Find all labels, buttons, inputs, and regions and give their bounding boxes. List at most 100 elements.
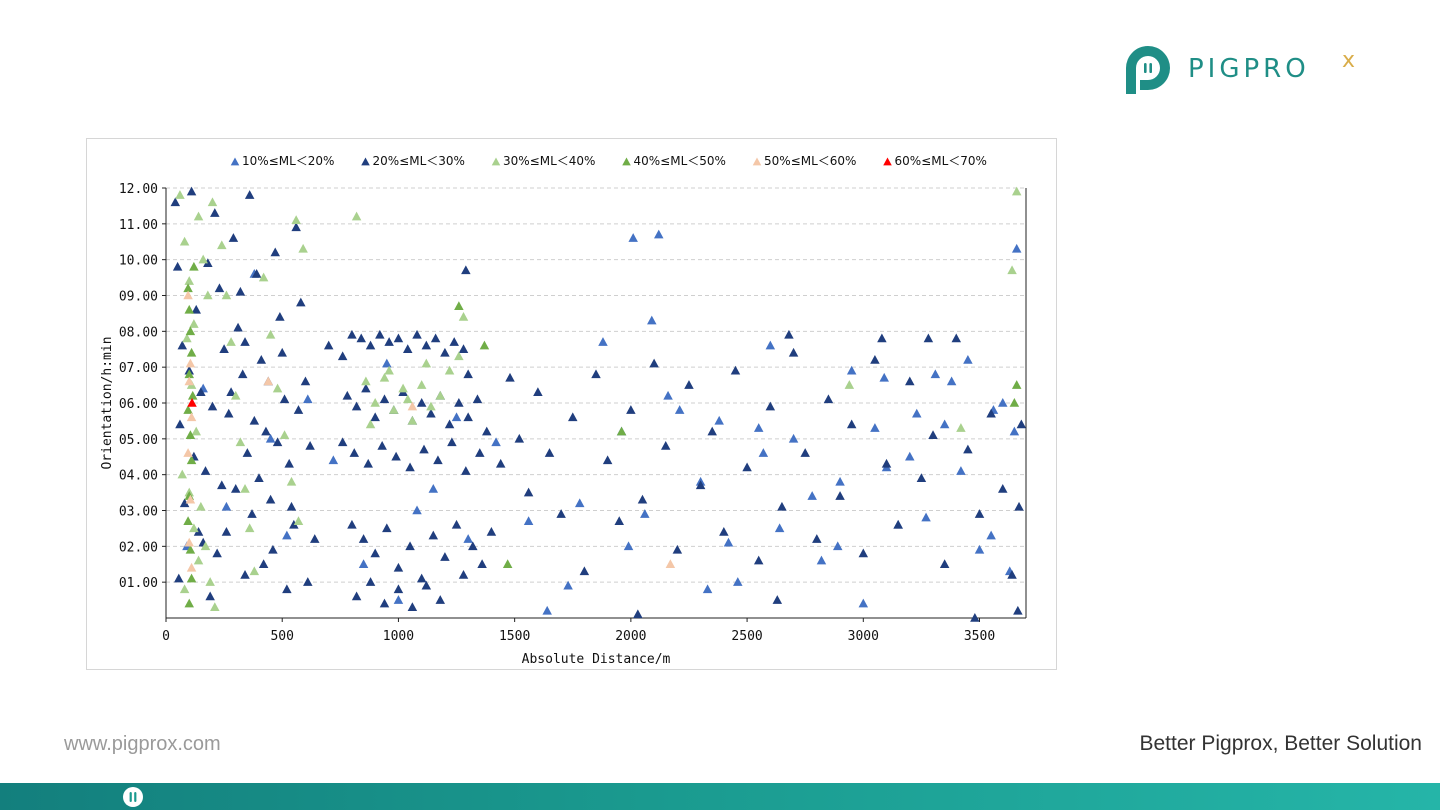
- data-point: [514, 433, 525, 443]
- data-point: [177, 469, 188, 479]
- data-point: [189, 523, 199, 533]
- data-point: [175, 419, 185, 429]
- data-point: [185, 544, 196, 554]
- data-point: [200, 466, 211, 475]
- data-point: [1016, 419, 1027, 429]
- x-tick-label: 2000: [615, 629, 646, 644]
- data-point: [251, 269, 262, 278]
- data-point: [461, 265, 471, 275]
- data-point: [370, 398, 380, 407]
- data-point: [723, 537, 734, 547]
- data-point: [240, 337, 250, 346]
- series-1: [182, 229, 1022, 615]
- data-point: [986, 408, 996, 418]
- data-point: [261, 426, 271, 436]
- data-point: [823, 394, 834, 404]
- data-point: [807, 491, 817, 500]
- legend-marker: [491, 157, 501, 166]
- data-point: [217, 240, 227, 250]
- data-point: [405, 541, 415, 551]
- data-point: [416, 380, 427, 389]
- data-point: [447, 437, 457, 447]
- data-point: [205, 577, 215, 586]
- data-point: [365, 340, 376, 350]
- data-point: [187, 398, 197, 407]
- data-point: [256, 355, 267, 364]
- data-point: [502, 559, 513, 568]
- data-point: [623, 541, 634, 551]
- data-point: [207, 401, 218, 411]
- data-point: [649, 358, 659, 368]
- y-tick-label: 05.00: [119, 433, 158, 448]
- data-point: [179, 584, 190, 594]
- data-point: [240, 484, 250, 493]
- data-point: [674, 405, 685, 414]
- data-point: [523, 516, 534, 525]
- data-point: [277, 347, 287, 357]
- data-point: [183, 516, 193, 525]
- data-point: [200, 541, 211, 551]
- y-tick-label: 02.00: [119, 540, 158, 555]
- data-point: [242, 448, 253, 457]
- data-point: [702, 584, 713, 594]
- data-point: [463, 369, 473, 379]
- data-point: [846, 419, 857, 429]
- data-point: [189, 261, 199, 271]
- data-point: [405, 462, 415, 472]
- data-point: [210, 602, 220, 611]
- data-point: [774, 523, 785, 533]
- data-point: [185, 358, 196, 368]
- data-point: [258, 272, 269, 282]
- data-point: [184, 304, 194, 314]
- data-point: [230, 390, 241, 400]
- data-point: [247, 509, 257, 518]
- legend-label: 10%≤ML＜20%: [242, 154, 334, 168]
- data-point: [265, 494, 276, 504]
- data-point: [451, 519, 462, 529]
- data-point: [377, 441, 387, 450]
- data-point: [788, 433, 799, 443]
- data-point: [179, 498, 190, 508]
- brand-suffix: x: [1342, 48, 1356, 73]
- data-point: [454, 398, 464, 407]
- data-point: [291, 222, 301, 232]
- data-point: [602, 455, 613, 465]
- data-point: [402, 394, 413, 404]
- website-link[interactable]: www.pigprox.com: [64, 733, 221, 755]
- data-point: [337, 437, 348, 447]
- data-point: [505, 372, 515, 382]
- data-point: [495, 458, 506, 468]
- legend-marker: [752, 157, 762, 166]
- data-point: [221, 527, 232, 536]
- data-point: [419, 444, 429, 454]
- data-point: [389, 405, 399, 414]
- data-point: [663, 390, 673, 400]
- data-point: [928, 430, 938, 439]
- data-point: [758, 448, 769, 457]
- data-point: [198, 254, 208, 264]
- data-point: [482, 426, 492, 436]
- x-tick-label: 1500: [499, 629, 530, 644]
- legend-marker: [622, 157, 631, 166]
- data-point: [416, 573, 427, 583]
- data-point: [986, 530, 996, 540]
- data-point: [196, 501, 206, 511]
- data-point: [733, 577, 743, 586]
- data-point: [556, 509, 566, 518]
- brand-logo: PIGPRO x: [1120, 40, 1380, 96]
- data-point: [328, 455, 339, 465]
- data-point: [265, 433, 276, 443]
- data-point: [221, 501, 232, 511]
- data-point: [221, 290, 232, 300]
- data-point: [574, 498, 585, 508]
- data-point: [184, 598, 194, 608]
- data-point: [970, 613, 980, 622]
- data-point: [393, 333, 404, 343]
- data-point: [440, 552, 450, 561]
- series-6: [187, 398, 197, 407]
- data-point: [1011, 380, 1022, 389]
- y-tick-label: 07.00: [119, 361, 158, 376]
- data-point: [230, 484, 241, 493]
- data-point: [893, 519, 903, 529]
- data-point: [398, 383, 408, 393]
